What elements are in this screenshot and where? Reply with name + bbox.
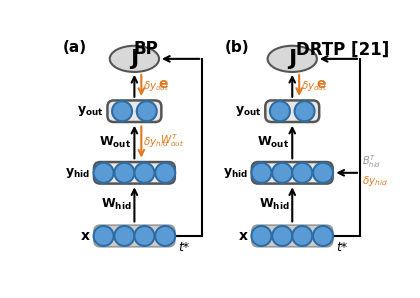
- Circle shape: [94, 163, 114, 183]
- Text: $\delta y_{out}$: $\delta y_{out}$: [143, 79, 169, 93]
- Circle shape: [294, 101, 315, 121]
- Text: $B_{hid}^T$: $B_{hid}^T$: [362, 153, 381, 170]
- Circle shape: [112, 101, 132, 121]
- Circle shape: [134, 163, 155, 183]
- Text: J: J: [130, 49, 139, 69]
- Ellipse shape: [268, 46, 317, 72]
- Text: DRTP [21]: DRTP [21]: [296, 41, 389, 58]
- FancyBboxPatch shape: [94, 225, 175, 247]
- Text: e: e: [316, 77, 326, 91]
- Circle shape: [252, 163, 271, 183]
- Text: $\mathbf{y_{out}}$: $\mathbf{y_{out}}$: [235, 104, 261, 118]
- FancyBboxPatch shape: [265, 100, 319, 122]
- Text: x: x: [81, 229, 90, 243]
- Text: $\delta y_{hid}$: $\delta y_{hid}$: [362, 174, 387, 188]
- Text: (b): (b): [225, 41, 249, 55]
- Circle shape: [114, 226, 134, 246]
- Circle shape: [252, 226, 271, 246]
- Circle shape: [155, 226, 175, 246]
- Circle shape: [155, 163, 175, 183]
- FancyBboxPatch shape: [108, 100, 161, 122]
- Text: $\mathbf{W_{out}}$: $\mathbf{W_{out}}$: [257, 134, 289, 150]
- Circle shape: [313, 163, 333, 183]
- Text: $\mathbf{y_{out}}$: $\mathbf{y_{out}}$: [77, 104, 104, 118]
- Circle shape: [292, 226, 312, 246]
- FancyBboxPatch shape: [252, 162, 333, 184]
- Ellipse shape: [110, 46, 159, 72]
- Text: BP: BP: [134, 41, 158, 58]
- Circle shape: [137, 101, 157, 121]
- Text: $\delta y_{out}$: $\delta y_{out}$: [301, 79, 327, 93]
- Text: (a): (a): [63, 41, 87, 55]
- Text: t*: t*: [336, 240, 347, 254]
- Text: t*: t*: [178, 240, 189, 254]
- Text: $W_{out}^T$: $W_{out}^T$: [160, 132, 184, 149]
- Text: $\mathbf{W_{out}}$: $\mathbf{W_{out}}$: [99, 134, 131, 150]
- Circle shape: [134, 226, 155, 246]
- FancyBboxPatch shape: [252, 225, 333, 247]
- Circle shape: [114, 163, 134, 183]
- Text: $\mathbf{W_{hid}}$: $\mathbf{W_{hid}}$: [259, 197, 289, 212]
- Text: x: x: [239, 229, 248, 243]
- Text: e: e: [158, 77, 168, 91]
- Text: J: J: [288, 49, 297, 69]
- Circle shape: [94, 226, 114, 246]
- Circle shape: [272, 226, 292, 246]
- Text: $\mathbf{y_{hid}}$: $\mathbf{y_{hid}}$: [65, 166, 90, 180]
- Circle shape: [292, 163, 312, 183]
- FancyBboxPatch shape: [94, 162, 175, 184]
- Text: $\mathbf{W_{hid}}$: $\mathbf{W_{hid}}$: [101, 197, 131, 212]
- Circle shape: [272, 163, 292, 183]
- Circle shape: [313, 226, 333, 246]
- Circle shape: [270, 101, 290, 121]
- Text: $\mathbf{y_{hid}}$: $\mathbf{y_{hid}}$: [223, 166, 248, 180]
- Text: $\delta y_{hid}$: $\delta y_{hid}$: [143, 135, 168, 149]
